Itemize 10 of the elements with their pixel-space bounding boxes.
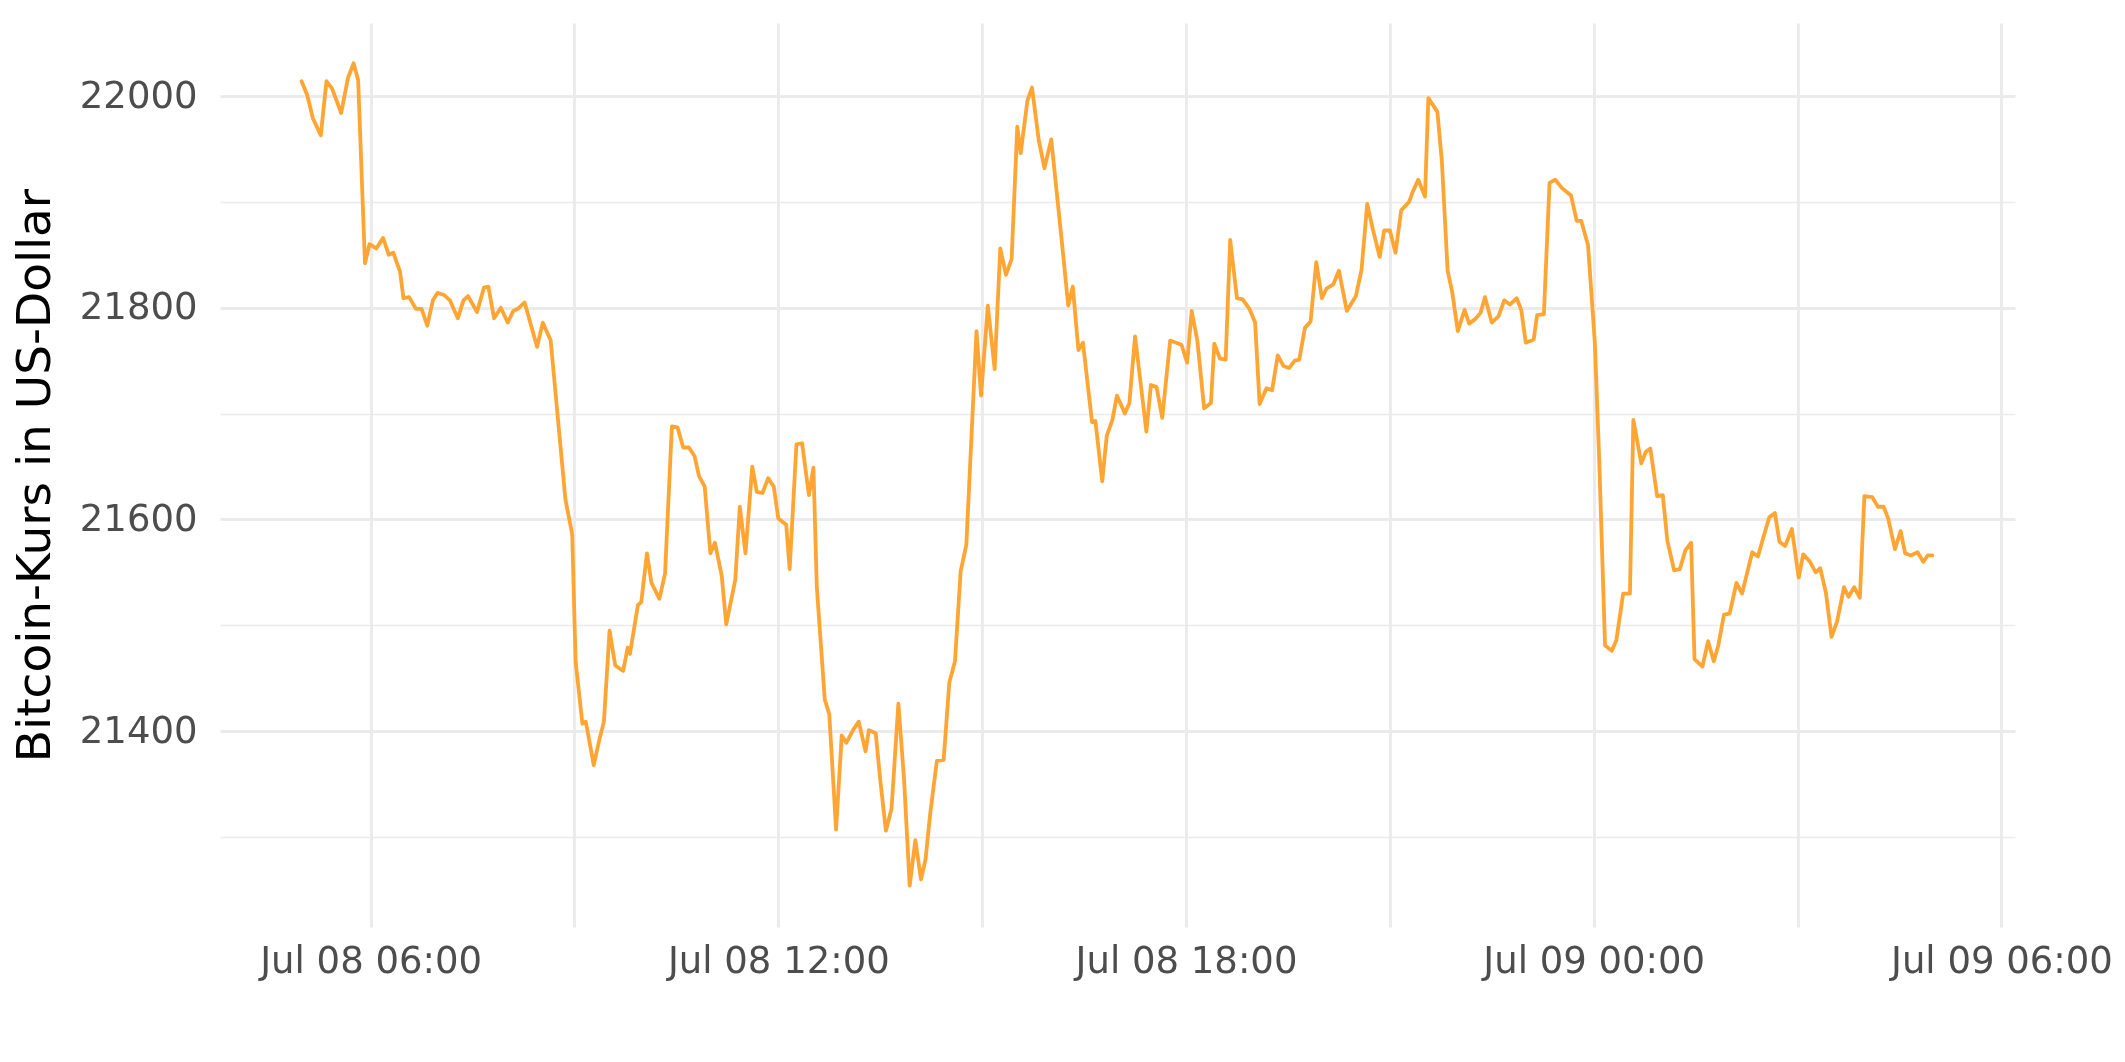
x-tick-label: Jul 08 18:00 <box>1073 938 1298 982</box>
y-axis-title: Bitcoin-Kurs in US-Dollar <box>5 188 61 763</box>
y-tick-label: 22000 <box>79 73 198 117</box>
y-tick-label: 21800 <box>79 285 198 329</box>
y-tick-label: 21400 <box>79 708 198 752</box>
x-tick-label: Jul 08 06:00 <box>258 938 483 982</box>
x-tick-label: Jul 09 00:00 <box>1481 938 1706 982</box>
y-tick-label: 21600 <box>79 496 198 540</box>
x-tick-label: Jul 08 12:00 <box>665 938 890 982</box>
x-tick-label: Jul 09 06:00 <box>1888 938 2113 982</box>
